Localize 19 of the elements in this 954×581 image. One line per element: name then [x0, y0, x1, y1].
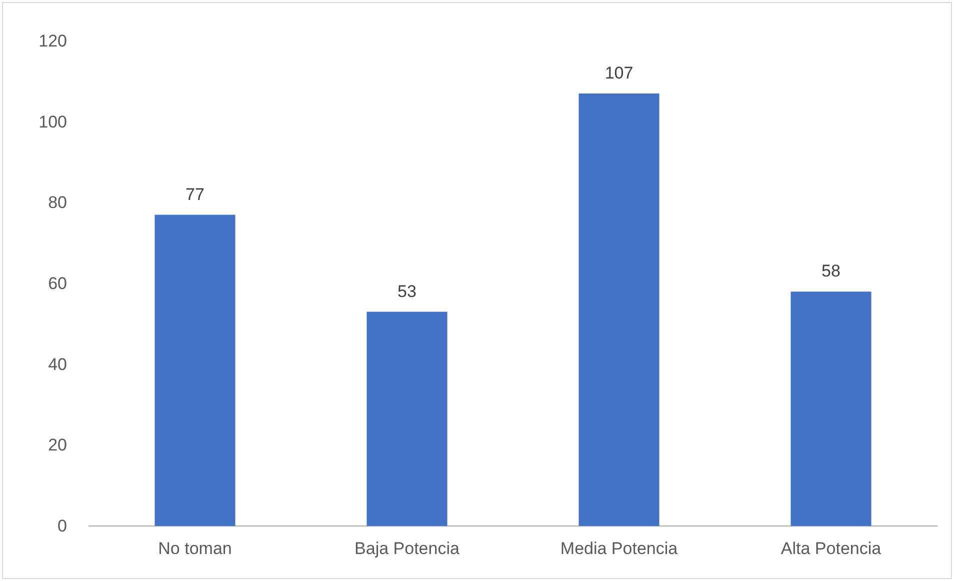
- x-tick-label: Alta Potencia: [780, 539, 882, 558]
- y-tick-label: 60: [48, 274, 67, 293]
- y-tick-label: 0: [58, 516, 67, 536]
- bar: [578, 94, 660, 526]
- data-label: 77: [186, 184, 204, 204]
- x-tick-label: No toman: [158, 539, 232, 558]
- x-tick-label: Baja Potencia: [354, 539, 460, 558]
- bar: [790, 292, 872, 526]
- y-tick-label: 80: [48, 193, 67, 212]
- data-label: 53: [398, 282, 416, 301]
- data-label: 58: [822, 262, 840, 281]
- bar: [154, 214, 236, 526]
- y-tick-label: 100: [38, 112, 67, 132]
- y-tick-label: 20: [48, 436, 67, 455]
- y-tick-label: 120: [38, 32, 67, 50]
- data-label: 107: [604, 64, 634, 83]
- y-tick-label: 40: [48, 354, 67, 374]
- x-tick-label: Media Potencia: [560, 539, 678, 558]
- bar: [366, 312, 448, 526]
